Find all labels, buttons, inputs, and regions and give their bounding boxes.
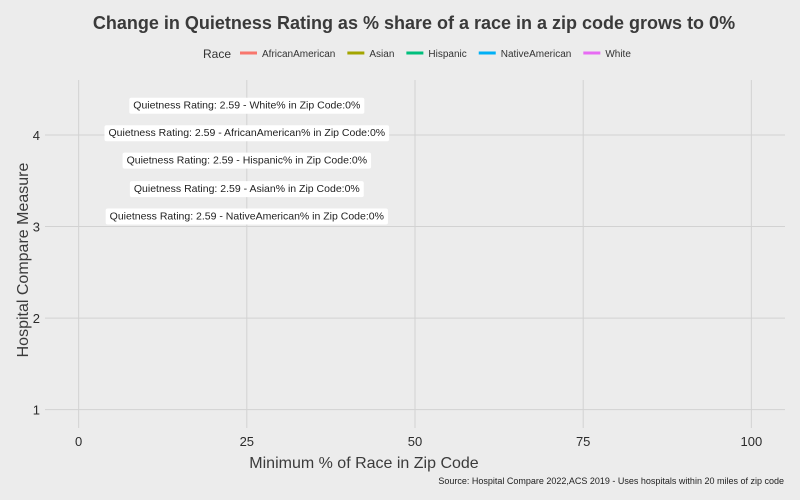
annotation-box	[105, 208, 388, 225]
annotation-label: Quietness Rating: 2.59 - AfricanAmerican…	[104, 125, 390, 142]
x-tick-label: 50	[408, 434, 422, 449]
y-tick-label: 1	[33, 403, 40, 418]
annotation-label: Quietness Rating: 2.59 - Hispanic% in Zi…	[122, 152, 372, 169]
x-tick-label: 100	[741, 434, 763, 449]
y-tick-label: 3	[33, 220, 40, 235]
chart-title: Change in Quietness Rating as % share of…	[93, 13, 735, 33]
annotation-box	[129, 181, 364, 198]
annotation-text: Quietness Rating: 2.59 - Hispanic% in Zi…	[127, 155, 367, 167]
x-axis-title: Minimum % of Race in Zip Code	[249, 455, 479, 472]
legend-label: Hispanic	[428, 49, 466, 60]
annotation-label: Quietness Rating: 2.59 - White% in Zip C…	[129, 97, 365, 114]
x-tick-label: 75	[576, 434, 590, 449]
y-tick-label: 2	[33, 311, 40, 326]
legend-item-asian: Asian	[347, 49, 394, 60]
x-tick-label: 25	[240, 434, 254, 449]
legend-item-white: White	[583, 49, 631, 60]
legend-item-nativeamerican: NativeAmerican	[478, 49, 572, 60]
source-caption: Source: Hospital Compare 2022,ACS 2019 -…	[438, 476, 784, 486]
legend-label: White	[605, 49, 631, 60]
legend-item-africanamerican: AfricanAmerican	[240, 49, 335, 60]
legend-label: Asian	[369, 49, 394, 60]
annotation-box	[129, 97, 365, 114]
annotation-box	[104, 125, 390, 142]
plot-panel: 0 25 50 75 100 1 2 3 4 Quietness Rating: 2.59 - W…	[33, 80, 785, 449]
legend-label: NativeAmerican	[501, 49, 572, 60]
legend-label: AfricanAmerican	[262, 49, 335, 60]
annotation-text: Quietness Rating: 2.59 - White% in Zip C…	[133, 100, 360, 112]
legend-item-hispanic: Hispanic	[406, 49, 467, 60]
annotation-text: Quietness Rating: 2.59 - Asian% in Zip C…	[134, 183, 360, 195]
legend: Race AfricanAmerican Asian Hispanic NativeA…	[203, 47, 631, 61]
annotation-label: Quietness Rating: 2.59 - Asian% in Zip C…	[129, 181, 364, 198]
annotation-text: Quietness Rating: 2.59 - AfricanAmerican…	[108, 127, 385, 139]
x-tick-label: 0	[75, 434, 82, 449]
annotation-label: Quietness Rating: 2.59 - NativeAmerican%…	[105, 208, 388, 225]
y-tick-label: 4	[33, 128, 40, 143]
y-axis-title: Hospital Compare Measure	[15, 163, 32, 358]
annotation-text: Quietness Rating: 2.59 - NativeAmerican%…	[110, 211, 384, 223]
legend-title: Race	[203, 47, 231, 61]
annotation-box	[122, 152, 372, 169]
